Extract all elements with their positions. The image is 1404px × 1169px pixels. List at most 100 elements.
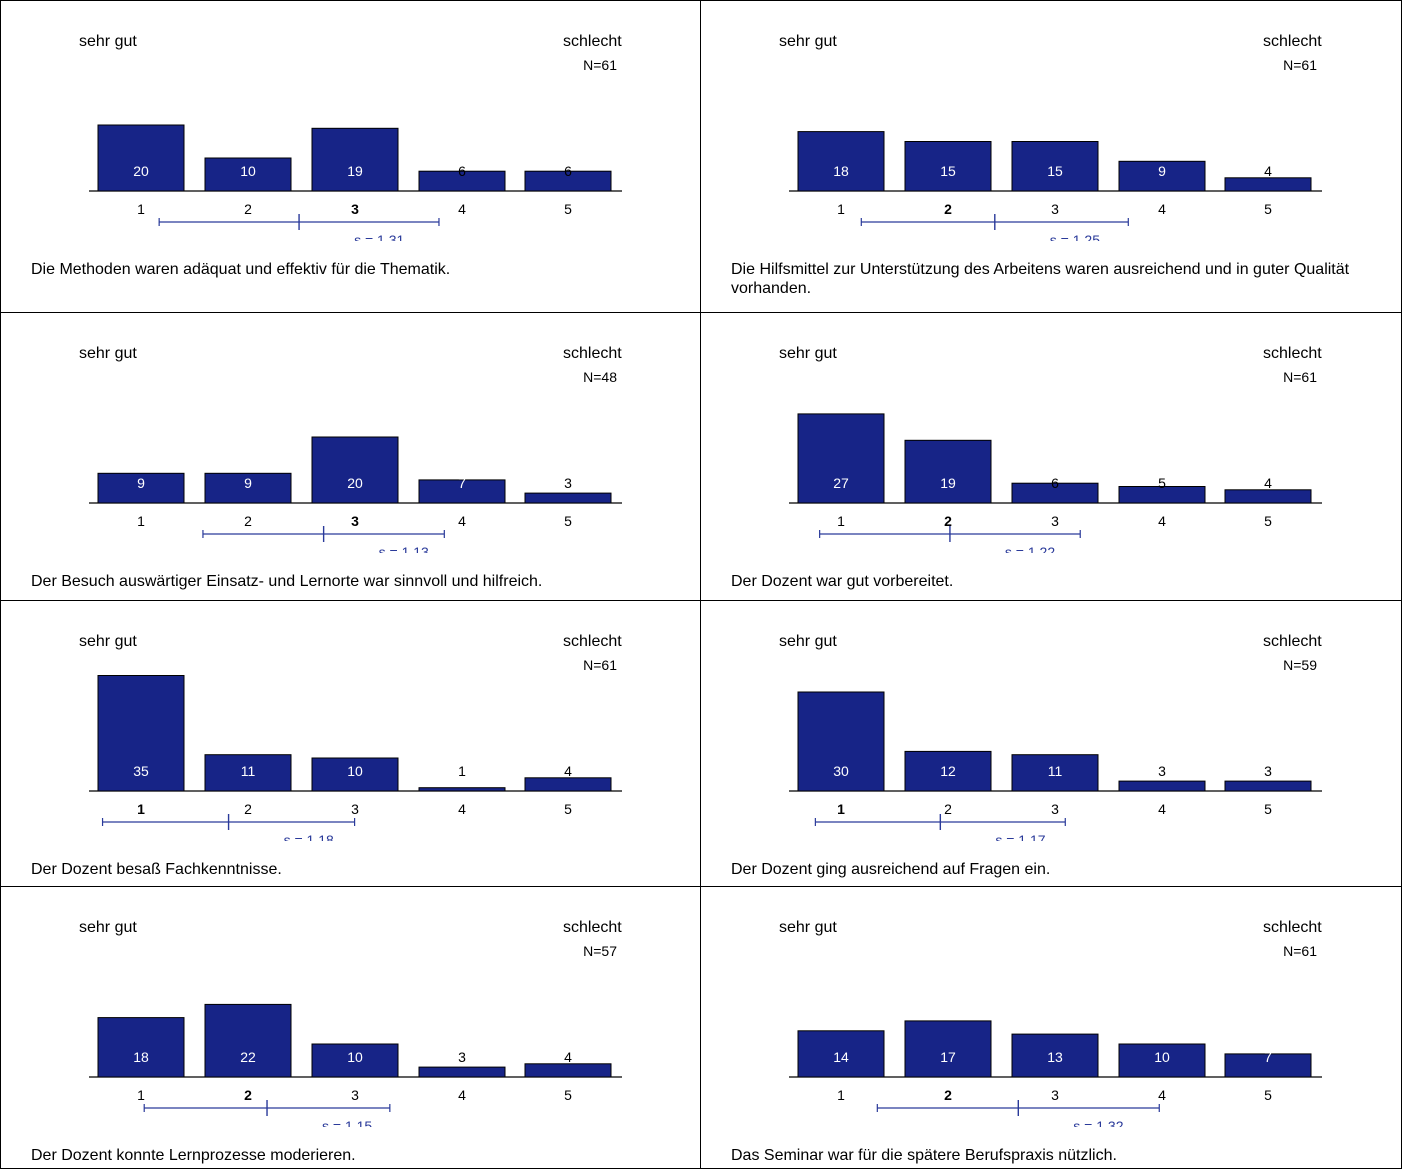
scale-label-right: schlecht <box>563 919 622 936</box>
category-tick-label: 5 <box>564 201 572 217</box>
sd-label: s = 1,18 <box>284 832 334 841</box>
bar-value-label: 9 <box>1158 163 1166 179</box>
bar-value-label: 3 <box>1158 763 1166 779</box>
chart-panel: sehr gut schlecht N=61 27 1 19 2 6 3 5 4 4 5 2,02 s = … <box>701 313 1402 601</box>
category-tick-label: 1 <box>837 201 845 217</box>
scale-label-right: schlecht <box>1263 919 1322 936</box>
bar <box>904 141 992 192</box>
bar-value-label: 6 <box>564 163 572 179</box>
scale-label-left: sehr gut <box>79 919 137 936</box>
category-tick-label: 4 <box>1158 1087 1166 1103</box>
bar <box>524 170 612 192</box>
bar-value-label: 9 <box>244 475 252 491</box>
bar-value-label: 15 <box>1047 163 1063 179</box>
bar-chart: 35111210314451,82s = 1,18 <box>89 675 622 841</box>
bar <box>1118 1043 1206 1078</box>
bar-value-label: 22 <box>240 1049 256 1065</box>
bar <box>1118 780 1206 792</box>
category-tick-label: 2 <box>244 1087 252 1103</box>
mean-label: 2,48 <box>285 238 312 241</box>
mean-label: 2,02 <box>936 550 963 553</box>
bar <box>311 757 399 792</box>
bar <box>1224 1053 1312 1078</box>
bar <box>1011 482 1099 504</box>
chart-panel: sehr gut schlecht N=48 9 1 9 2 20 3 7 4 3 5 2,71 s = 1… <box>0 313 701 601</box>
category-tick-label: 1 <box>137 201 145 217</box>
bar-value-label: 18 <box>833 163 849 179</box>
scale-label-right: schlecht <box>1263 33 1322 50</box>
question-text: Der Dozent besaß Fachkenntnisse. <box>31 861 282 878</box>
bar-value-label: 19 <box>347 163 363 179</box>
bar-value-label: 4 <box>1264 475 1272 491</box>
sd-label: s = 1,32 <box>1073 1118 1123 1127</box>
category-tick-label: 4 <box>1158 513 1166 529</box>
question-text: Die Methoden waren adäquat und effektiv … <box>31 261 451 278</box>
bar-value-label: 7 <box>458 475 466 491</box>
bar-chart: 18122210334452,18s = 1,15 <box>89 1003 622 1127</box>
scale-label-right: schlecht <box>1263 345 1322 362</box>
category-tick-label: 4 <box>458 1087 466 1103</box>
scale-label-right: schlecht <box>563 345 622 362</box>
bar <box>418 787 506 792</box>
chart-panel: sehr gut schlecht N=61 14 1 17 2 13 3 10 4 7 5 2,66 s … <box>701 887 1402 1169</box>
chart-panel: sehr gut schlecht N=59 30 1 12 2 11 3 3 4 3 5 1,93 s =… <box>701 601 1402 887</box>
bar-chart: 9 1 9 2 20 3 7 4 3 5 2,71 s = 1,13 <box>89 436 622 553</box>
bar-value-label: 3 <box>1264 763 1272 779</box>
bar-value-label: 7 <box>1264 1049 1272 1065</box>
sd-label: s = 1,17 <box>995 832 1045 841</box>
bar-value-label: 4 <box>1264 163 1272 179</box>
scale-label-right: schlecht <box>563 633 622 650</box>
category-tick-label: 2 <box>244 513 252 529</box>
bar <box>524 777 612 792</box>
category-tick-label: 1 <box>837 1087 845 1103</box>
bar <box>204 1003 292 1078</box>
bar-value-label: 10 <box>1154 1049 1170 1065</box>
bar-value-label: 19 <box>940 475 956 491</box>
bar-chart: 20110219364652,48s = 1,31 <box>89 124 622 241</box>
category-tick-label: 5 <box>564 513 572 529</box>
question-text: Der Dozent war gut vorbereitet. <box>731 573 954 590</box>
mean-label: 1,93 <box>927 838 954 841</box>
bar-value-label: 20 <box>133 163 149 179</box>
bar <box>1011 1033 1099 1078</box>
category-tick-label: 3 <box>1051 801 1059 817</box>
bar <box>418 479 506 504</box>
bar-value-label: 11 <box>1048 763 1063 779</box>
bar-value-label: 3 <box>564 475 572 491</box>
bar <box>1224 489 1312 504</box>
bar-chart: 30 1 12 2 11 3 3 4 3 5 1,93 s = 1,17 <box>789 691 1322 841</box>
category-tick-label: 3 <box>351 513 359 529</box>
category-tick-label: 5 <box>1264 1087 1272 1103</box>
bar-chart: 27 1 19 2 6 3 5 4 4 5 2,02 s = 1,22 <box>789 413 1322 553</box>
category-tick-label: 3 <box>351 801 359 817</box>
bar <box>1118 160 1206 192</box>
scale-label-left: sehr gut <box>779 345 837 362</box>
scale-label-right: schlecht <box>1263 633 1322 650</box>
category-tick-label: 4 <box>458 513 466 529</box>
category-tick-label: 2 <box>244 201 252 217</box>
category-tick-label: 4 <box>458 801 466 817</box>
category-tick-label: 2 <box>244 801 252 817</box>
bar <box>524 1063 612 1078</box>
scale-label-left: sehr gut <box>79 345 137 362</box>
bar-value-label: 18 <box>133 1049 149 1065</box>
bar-value-label: 10 <box>240 163 256 179</box>
bar <box>797 413 885 504</box>
scale-label-right: schlecht <box>563 33 622 50</box>
category-tick-label: 4 <box>458 201 466 217</box>
category-tick-label: 1 <box>137 801 145 817</box>
bar-value-label: 11 <box>241 763 256 779</box>
category-tick-label: 1 <box>837 801 845 817</box>
bar <box>204 754 292 792</box>
category-tick-label: 3 <box>351 1087 359 1103</box>
bar-value-label: 17 <box>940 1049 956 1065</box>
question-text: Der Besuch auswärtiger Einsatz- und Lern… <box>31 573 543 590</box>
bar <box>797 691 885 792</box>
bar-value-label: 27 <box>833 475 849 491</box>
bar-value-label: 4 <box>564 1049 572 1065</box>
mean-label: 2,71 <box>310 550 337 553</box>
bar <box>904 439 992 504</box>
sample-size: N=61 <box>583 657 617 673</box>
